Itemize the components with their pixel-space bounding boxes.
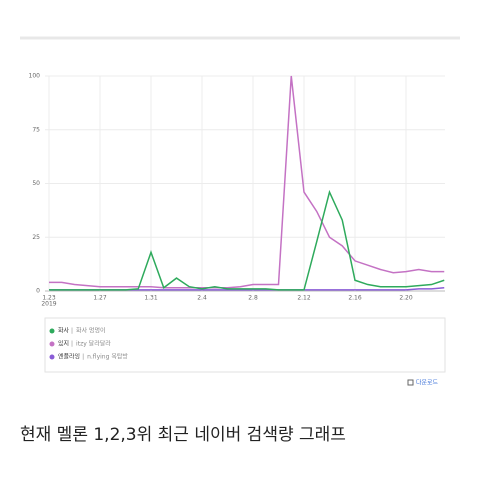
- series-line: [49, 189, 445, 291]
- legend-swatch: [49, 354, 55, 360]
- legend-swatch: [49, 341, 55, 347]
- legend-separator: |: [82, 354, 84, 361]
- legend-detail: itzy 달라달라: [76, 340, 111, 348]
- legend-separator: |: [71, 328, 73, 335]
- legend-swatch: [49, 328, 55, 334]
- download-link[interactable]: 다운로드: [416, 379, 439, 387]
- y-tick-label: 75: [32, 126, 40, 133]
- legend-detail: n.flying 옥탑방: [87, 353, 128, 361]
- y-tick-label: 25: [32, 234, 40, 241]
- x-tick-label: 1.27: [93, 295, 107, 302]
- x-tick-label: 1.31: [144, 295, 158, 302]
- legend-separator: |: [71, 341, 73, 348]
- legend-detail: 화사 멍멍이: [76, 327, 106, 335]
- x-tick-label: 2.20: [399, 295, 413, 302]
- series-line: [49, 75, 445, 289]
- legend-box: [44, 317, 446, 373]
- y-tick-label: 100: [29, 73, 41, 80]
- x-tick-label: 2.16: [348, 295, 362, 302]
- x-sublabel: 2019: [41, 301, 56, 308]
- y-tick-label: 0: [36, 288, 40, 295]
- y-tick-label: 50: [32, 180, 40, 187]
- x-tick-label: 1.23: [42, 295, 56, 302]
- legend-label: 있지: [58, 340, 69, 348]
- legend-label: 화사: [58, 327, 70, 335]
- legend-label: 엔플라잉: [58, 353, 80, 361]
- x-tick-label: 2.8: [248, 295, 258, 302]
- caption: 현재 멜론 1,2,3위 최근 네이버 검색량 그래프: [20, 425, 346, 445]
- x-tick-label: 2.12: [297, 295, 311, 302]
- x-tick-label: 2.4: [197, 295, 207, 302]
- download-icon: [407, 379, 414, 386]
